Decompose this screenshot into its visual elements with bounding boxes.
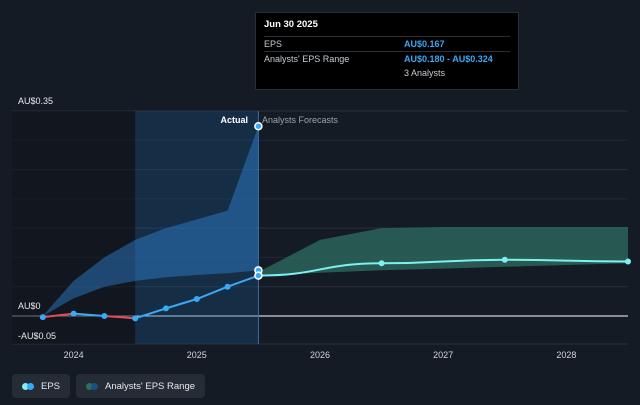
tooltip-eps-marker — [254, 271, 263, 280]
eps-actual-point — [101, 313, 108, 319]
forecast-eps-range-area — [258, 227, 628, 276]
range-legend-icon — [86, 382, 99, 390]
x-tick-label: 2024 — [64, 350, 84, 360]
y-tick-zero: AU$0 — [18, 301, 41, 311]
y-tick-top: AU$0.35 — [18, 96, 53, 106]
eps-actual-segment — [41, 312, 75, 319]
eps-actual-point — [39, 314, 46, 321]
legend: EPS Analysts' EPS Range — [12, 374, 206, 398]
x-tick-label: 2025 — [187, 350, 207, 360]
tooltip-eps-label: EPS — [264, 39, 283, 49]
tooltip-row-analysts: 3 Analysts — [264, 66, 510, 80]
eps-forecast-line — [258, 258, 629, 277]
eps-actual-segment — [103, 315, 137, 320]
range-layer — [42, 126, 628, 316]
eps-actual-segment — [226, 274, 260, 288]
eps-actual-point — [163, 305, 169, 312]
eps-lines — [41, 258, 629, 320]
past-eps-range-area — [42, 126, 259, 316]
tooltip-range-value: AU$0.180 - AU$0.324 — [404, 54, 493, 64]
eps-actual-point — [132, 315, 139, 322]
tooltip-marker — [254, 121, 263, 131]
eps-actual-segment — [134, 307, 167, 320]
eps-legend-icon — [22, 382, 34, 390]
eps-forecast-point — [625, 258, 631, 265]
chart-labels: AU$0.35 AU$0 -AU$0.05 Actual Analysts Fo… — [18, 96, 339, 341]
tooltip-range-label: Analysts' EPS Range — [264, 54, 350, 64]
tooltip-row-range: Analysts' EPS Range AU$0.180 - AU$0.324 — [264, 51, 510, 66]
y-tick-bottom: -AU$0.05 — [18, 331, 56, 341]
x-tick-label: 2028 — [556, 350, 576, 360]
eps-actual-point — [193, 296, 200, 303]
pre-actual-shade — [12, 111, 136, 344]
eps-actual-segment — [72, 312, 106, 317]
actual-period-shade — [135, 111, 259, 344]
tooltip-row-eps: EPS AU$0.167 — [264, 36, 510, 51]
legend-eps-button[interactable]: EPS — [12, 374, 71, 398]
eps-forecast-point — [501, 256, 508, 263]
x-tick-label: 2026 — [310, 350, 330, 360]
eps-forecast-point — [378, 260, 385, 267]
eps-points — [39, 121, 631, 322]
x-tick-label: 2027 — [433, 350, 453, 360]
eps-actual-segment — [165, 298, 198, 310]
tooltip-date: Jun 30 2025 — [264, 19, 318, 30]
eps-actual-point — [70, 310, 77, 317]
forecast-label: Analysts Forecasts — [262, 115, 339, 125]
actual-label: Actual — [220, 115, 248, 125]
tooltip: Jun 30 2025 EPS AU$0.167 Analysts' EPS R… — [255, 12, 519, 90]
legend-eps-label: EPS — [41, 380, 61, 392]
eps-actual-segment — [195, 285, 229, 301]
tooltip-eps-value: AU$0.167 — [404, 39, 445, 49]
tooltip-analysts-label — [264, 66, 404, 80]
legend-range-label: Analysts' EPS Range — [105, 380, 196, 392]
eps-actual-point — [224, 283, 231, 290]
tooltip-analysts-value: 3 Analysts — [404, 68, 446, 78]
x-axis-ticks: 2024 2025 2026 2027 2028 — [64, 350, 577, 360]
actual-shade — [12, 111, 259, 344]
legend-range-button[interactable]: Analysts' EPS Range — [76, 374, 206, 398]
